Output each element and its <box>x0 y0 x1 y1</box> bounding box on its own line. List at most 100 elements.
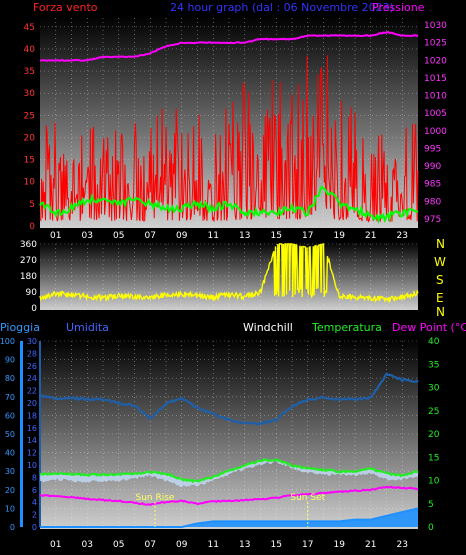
rain-ytick-40: 40 <box>5 449 15 458</box>
temp-xtick-19: 19 <box>334 540 346 550</box>
pressure-ytick-980: 980 <box>424 197 441 207</box>
wind-ytick-35: 35 <box>24 67 35 77</box>
temp-xtick-01: 01 <box>50 540 61 550</box>
header-left: Forza vento <box>33 1 98 14</box>
temp-xtick-15: 15 <box>271 540 282 550</box>
temp-xtick-17: 17 <box>302 540 313 550</box>
temp-xtick-23: 23 <box>397 540 408 550</box>
wind-ytick-25: 25 <box>24 111 35 121</box>
temp-ytick-10: 10 <box>428 477 440 487</box>
compass-label-0: N <box>436 237 445 251</box>
temp-ytick-25: 25 <box>428 407 439 417</box>
wind-ytick-0: 0 <box>29 222 35 232</box>
compass-label-3: E <box>436 291 444 305</box>
wind-xtick-03: 03 <box>82 231 93 241</box>
temp-xtick-09: 09 <box>176 540 188 550</box>
humidity-ytick-0: 0 <box>32 523 37 532</box>
header-center: 24 hour graph (dal : 06 Novembre 2023) <box>170 1 394 14</box>
compass-label-1: W <box>434 255 446 269</box>
humidity-ytick-16: 16 <box>27 424 37 433</box>
rain-ytick-60: 60 <box>5 411 15 420</box>
wind-ytick-45: 45 <box>24 23 35 33</box>
temp-xtick-07: 07 <box>145 540 156 550</box>
humidity-ytick-22: 22 <box>27 387 37 396</box>
humidity-ytick-24: 24 <box>27 374 37 383</box>
temperature-line <box>39 458 419 484</box>
compass-label-4: N <box>436 305 445 319</box>
wind-xtick-05: 05 <box>113 231 124 241</box>
pressure-ytick-985: 985 <box>424 180 441 190</box>
wind-speed-line <box>39 55 419 223</box>
wind-xtick-23: 23 <box>397 231 408 241</box>
legend-dewpoint-label: Dew Point (°C) <box>392 321 466 334</box>
temp-xtick-03: 03 <box>82 540 93 550</box>
temp-xtick-21: 21 <box>365 540 376 550</box>
wind-gust-line <box>39 185 419 225</box>
humidity-ytick-20: 20 <box>27 399 37 408</box>
rain-ytick-0: 0 <box>10 523 15 532</box>
dewpoint-line <box>39 485 419 507</box>
pressure-ytick-990: 990 <box>424 162 441 172</box>
rain-ytick-30: 30 <box>5 467 15 476</box>
temp-ytick-15: 15 <box>428 453 439 463</box>
wind-ytick-40: 40 <box>24 45 36 55</box>
wind-ytick-15: 15 <box>24 156 35 166</box>
sunset-label: Sun Set <box>290 493 325 503</box>
legend-humidity-label: Umidita <box>66 321 109 334</box>
temp-ytick-35: 35 <box>428 360 439 370</box>
temp-xtick-13: 13 <box>239 540 250 550</box>
pressure-line <box>39 30 419 62</box>
wind-xtick-11: 11 <box>208 231 219 241</box>
wind-direction-line <box>39 243 419 304</box>
wind-xtick-09: 09 <box>176 231 188 241</box>
sunrise-label: Sun Rise <box>135 493 174 503</box>
pressure-ytick-995: 995 <box>424 144 441 154</box>
header-right: Pressione <box>372 1 425 14</box>
wind-ytick-10: 10 <box>24 178 36 188</box>
temp-ytick-40: 40 <box>428 337 440 347</box>
wind-xtick-21: 21 <box>365 231 376 241</box>
dir-ytick-360: 360 <box>20 240 37 250</box>
humidity-ytick-4: 4 <box>32 498 37 507</box>
windchill-area <box>40 459 418 488</box>
pressure-ytick-1030: 1030 <box>424 21 447 31</box>
dir-ytick-270: 270 <box>20 256 37 266</box>
legend-temperature-label: Temperatura <box>311 321 382 334</box>
humidity-ytick-14: 14 <box>27 436 37 445</box>
pressure-ytick-1000: 1000 <box>424 127 447 137</box>
rain-ytick-80: 80 <box>5 374 15 383</box>
rain-ytick-70: 70 <box>5 393 15 402</box>
wind-xtick-17: 17 <box>302 231 313 241</box>
pressure-ytick-1005: 1005 <box>424 109 447 119</box>
dir-ytick-90: 90 <box>26 288 38 298</box>
compass-label-2: S <box>436 273 444 287</box>
humidity-ytick-18: 18 <box>27 411 37 420</box>
wind-ytick-5: 5 <box>29 200 35 210</box>
humidity-ytick-12: 12 <box>27 449 37 458</box>
humidity-ytick-8: 8 <box>32 473 37 482</box>
wind-xtick-13: 13 <box>239 231 250 241</box>
temp-ytick-0: 0 <box>428 523 434 533</box>
wind-ytick-30: 30 <box>24 89 36 99</box>
humidity-ytick-30: 30 <box>27 337 37 346</box>
rain-ytick-10: 10 <box>5 504 15 513</box>
rain-ytick-50: 50 <box>5 430 15 439</box>
temp-ytick-30: 30 <box>428 384 440 394</box>
temp-xtick-05: 05 <box>113 540 124 550</box>
dir-ytick-180: 180 <box>20 272 37 282</box>
rain-ytick-100: 100 <box>0 337 15 346</box>
rain-ytick-20: 20 <box>5 486 15 495</box>
legend-rain-label: Pioggia <box>0 321 40 334</box>
pressure-ytick-1010: 1010 <box>424 92 447 102</box>
pressure-ytick-975: 975 <box>424 215 441 225</box>
humidity-ytick-28: 28 <box>27 349 37 358</box>
rain-line <box>40 507 419 528</box>
wind-ytick-20: 20 <box>24 133 36 143</box>
temp-xtick-11: 11 <box>208 540 219 550</box>
humidity-ytick-26: 26 <box>27 362 37 371</box>
pressure-ytick-1025: 1025 <box>424 39 447 49</box>
humidity-ytick-6: 6 <box>32 486 37 495</box>
legend-windchill-label: Windchill <box>243 321 293 334</box>
humidity-axis-bar <box>39 341 41 527</box>
